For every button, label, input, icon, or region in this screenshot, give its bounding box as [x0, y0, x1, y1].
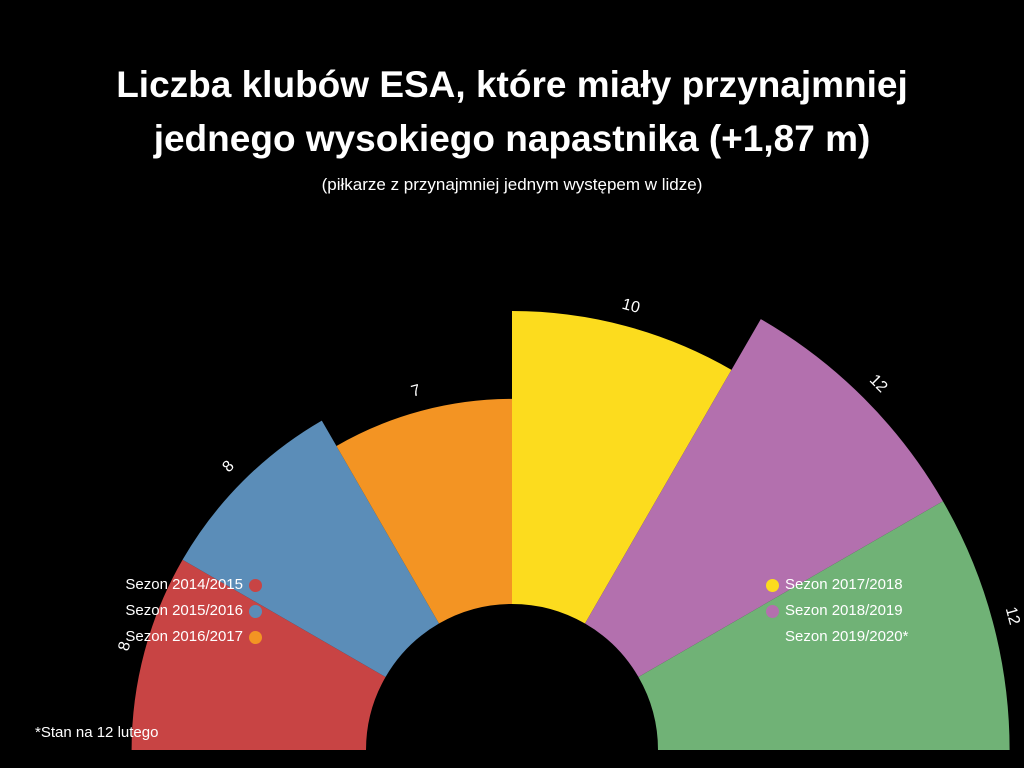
data-label-1: 8 [116, 640, 135, 653]
data-label-2: 8 [220, 457, 238, 475]
legend-color-dot [766, 630, 779, 644]
legend-label: Sezon 2018/2019 [785, 602, 903, 619]
legend-item-3: Sezon 2016/2017 [125, 624, 262, 650]
legend-item-2: Sezon 2015/2016 [125, 598, 262, 624]
footnote: *Stan na 12 lutego [35, 724, 159, 741]
legend-color-dot [249, 578, 262, 592]
wedge-6 [638, 501, 1010, 750]
chart-title: Liczba klubów ESA, które miały przynajmn… [0, 58, 1024, 166]
legend-label: Sezon 2017/2018 [785, 576, 903, 593]
wedge-4 [512, 311, 732, 624]
legend-left: Sezon 2014/2015 Sezon 2015/2016 Sezon 2016… [125, 572, 262, 650]
chart-title-line-2: jednego wysokiego napastnika (+1,87 m) [153, 118, 871, 159]
legend-color-dot [249, 604, 262, 618]
legend-color-dot [249, 630, 262, 644]
chart-title-line-1: Liczba klubów ESA, które miały przynajmn… [116, 64, 908, 105]
legend-label: Sezon 2016/2017 [125, 628, 243, 645]
legend-right: Sezon 2017/2018 Sezon 2018/2019 Sezon 2019… [766, 572, 908, 650]
legend-color-dot [766, 604, 779, 618]
legend-label: Sezon 2015/2016 [125, 602, 243, 619]
data-label-3: 7 [409, 382, 422, 401]
legend-item-1: Sezon 2014/2015 [125, 572, 262, 598]
chart-subtitle: (piłkarze z przynajmniej jednym występem… [321, 175, 703, 194]
wedge-2 [182, 420, 439, 677]
data-label-5: 12 [866, 372, 891, 397]
wedge-1 [131, 559, 386, 750]
legend-label: Sezon 2019/2020* [785, 628, 909, 645]
data-label-4: 10 [620, 296, 642, 317]
legend-item-5: Sezon 2018/2019 [766, 598, 908, 624]
data-label-6: 12 [1002, 605, 1023, 627]
wedge-5 [585, 319, 943, 677]
legend-label: Sezon 2014/2015 [125, 576, 243, 593]
legend-item-6: Sezon 2019/2020* [766, 624, 908, 650]
legend-item-4: Sezon 2017/2018 [766, 572, 908, 598]
legend-color-dot [766, 578, 779, 592]
wedge-3 [336, 398, 512, 624]
